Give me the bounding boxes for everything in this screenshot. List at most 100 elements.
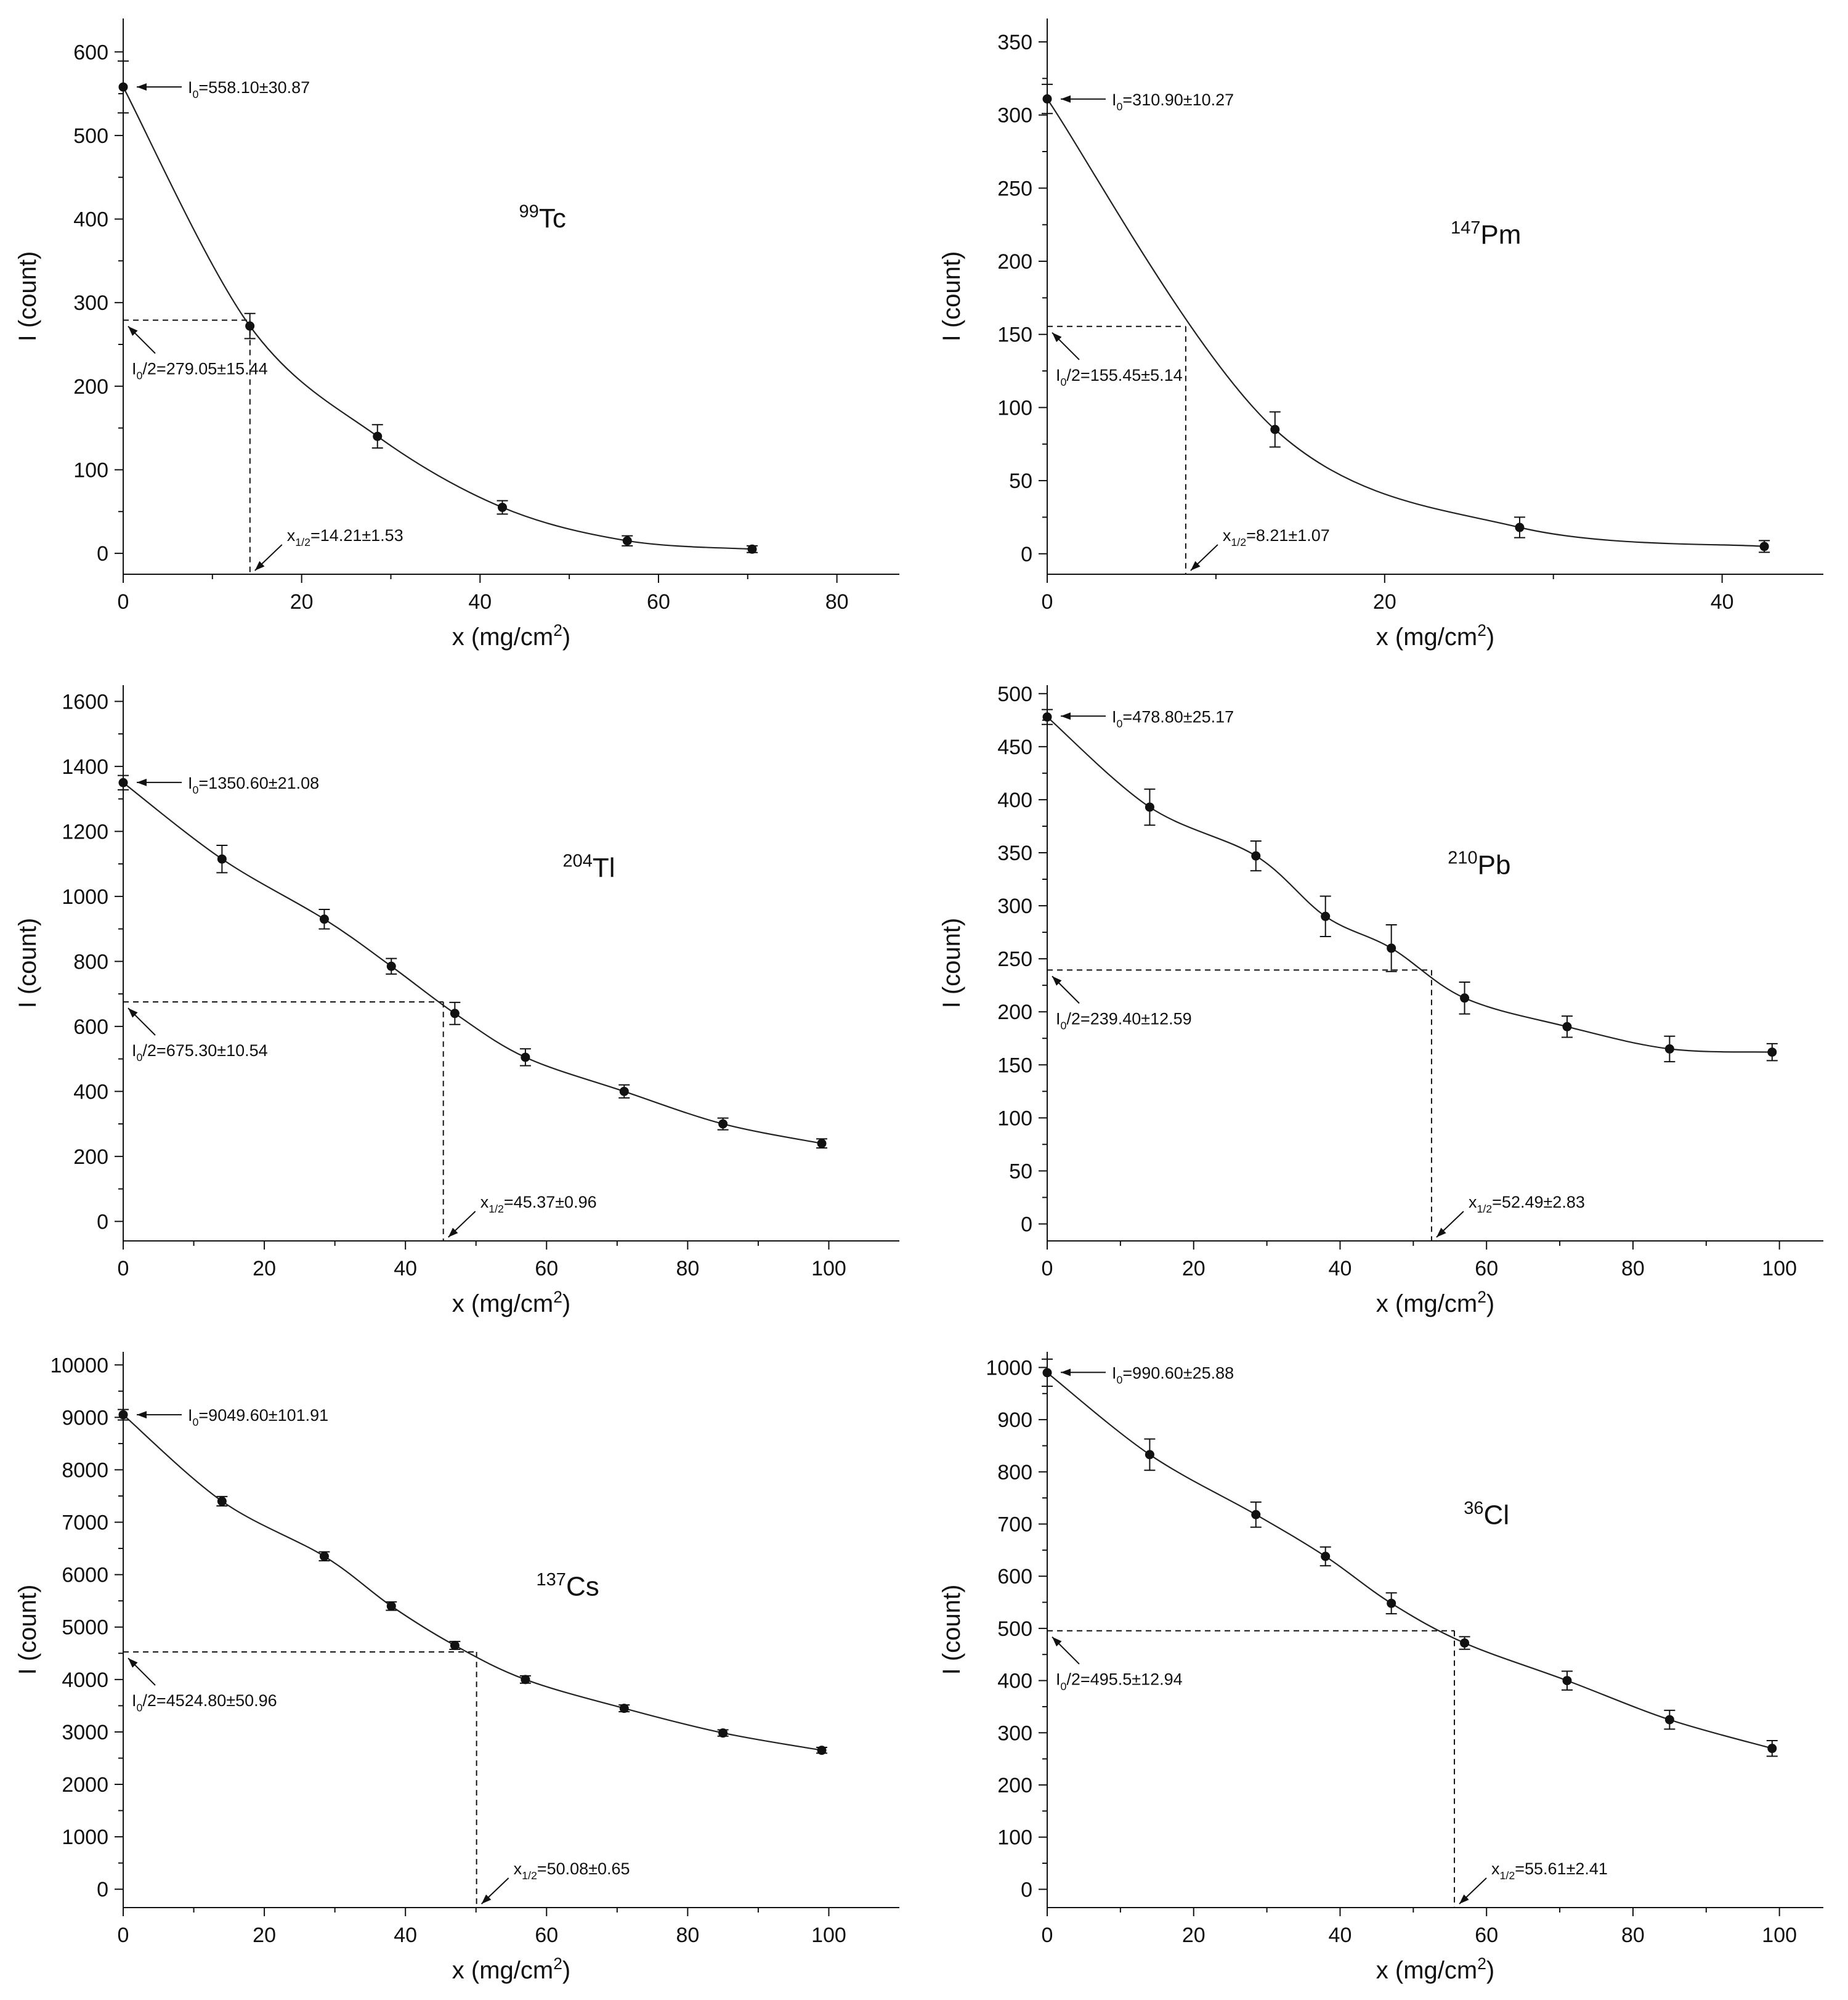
y-tick-label: 4000 <box>62 1669 108 1692</box>
y-tick-label: 100 <box>997 1107 1032 1130</box>
chart-tl204: 0 200 400 600 800 1000 1200 1400 1600 0 20 40 60 80 10… <box>14 685 899 1317</box>
x-tick-label: 0 <box>118 1924 129 1947</box>
y-tick-label: 700 <box>997 1513 1032 1536</box>
y-tick-label: 800 <box>73 950 108 974</box>
half-arrow <box>128 325 156 354</box>
data-point <box>498 502 508 512</box>
chart-panel-tl204: 0 200 400 600 800 1000 1200 1400 1600 0 20 40 60 80 10… <box>0 667 924 1333</box>
x-tick-label: 60 <box>535 1924 558 1947</box>
x-axis-label: x (mg/cm2) <box>452 1288 570 1317</box>
y-tick-label: 200 <box>73 375 108 399</box>
xhalf-label: x1/2=50.08±0.65 <box>514 1860 630 1882</box>
y-axis-label: I (count) <box>938 918 965 1009</box>
y-axis-label: I (count) <box>14 918 41 1009</box>
data-point <box>521 1675 530 1685</box>
data-point <box>373 431 383 441</box>
y-tick-label: 7000 <box>62 1511 108 1535</box>
chart-pm147: 0 50 100 150 200 250 300 350 0 20 40 I0=310.90±10.2… <box>938 18 1823 651</box>
x-tick-label: 60 <box>647 590 670 614</box>
y-tick-label: 600 <box>73 1015 108 1039</box>
data-point <box>718 1119 728 1129</box>
y-tick-label: 0 <box>1021 1213 1032 1236</box>
data-point <box>245 321 255 331</box>
chart-panel-tc99: 0 100 200 300 400 500 600 0 20 40 60 80 I0=558.10±30… <box>0 0 924 667</box>
data-point <box>521 1052 530 1062</box>
y-axis-label: I (count) <box>14 1585 41 1675</box>
y-tick-label: 300 <box>997 895 1032 918</box>
isotope-label: 210Pb <box>1448 848 1510 880</box>
x-tick-label: 60 <box>1475 1924 1498 1947</box>
data-point <box>718 1728 728 1738</box>
half-label: I0/2=4524.80±50.96 <box>132 1691 277 1713</box>
data-point <box>319 1551 329 1561</box>
data-point <box>1562 1676 1572 1686</box>
y-tick-label: 0 <box>97 542 108 566</box>
y-tick-label: 300 <box>997 104 1032 128</box>
x-axis-label: x (mg/cm2) <box>1376 621 1494 651</box>
xhalf-arrow <box>1459 1877 1487 1904</box>
data-point <box>1042 1368 1052 1378</box>
x-tick-label: 20 <box>1182 1257 1206 1280</box>
xhalf-arrow <box>254 544 283 571</box>
half-label: I0/2=495.5±12.94 <box>1056 1670 1183 1693</box>
data-point <box>217 1497 227 1506</box>
x-tick-label: 0 <box>1042 1257 1053 1280</box>
y-tick-label: 100 <box>997 1826 1032 1850</box>
x-tick-label: 80 <box>676 1924 699 1947</box>
y-tick-label: 250 <box>997 948 1032 971</box>
y-tick-label: 1600 <box>62 690 108 713</box>
data-point <box>118 778 128 787</box>
chart-pb210: 0 50 100 150 200 250 300 350 400 450 500 0 20 40 60 80 1… <box>938 683 1823 1317</box>
fit-curve <box>123 86 753 550</box>
data-point <box>386 1601 396 1611</box>
x-tick-label: 80 <box>676 1257 699 1280</box>
y-tick-label: 500 <box>997 683 1032 706</box>
data-point <box>1664 1044 1674 1054</box>
xhalf-arrow <box>1190 544 1218 571</box>
y-tick-label: 500 <box>73 124 108 148</box>
half-label: I0/2=239.40±12.59 <box>1056 1009 1192 1031</box>
y-tick-label: 900 <box>997 1409 1032 1432</box>
x-axis-label: x (mg/cm2) <box>1376 1288 1494 1317</box>
x-tick-label: 60 <box>1475 1257 1498 1280</box>
fit-curve <box>1047 98 1765 547</box>
x-tick-label: 100 <box>811 1924 846 1947</box>
y-tick-label: 150 <box>997 323 1032 347</box>
x-tick-label: 20 <box>1182 1924 1206 1947</box>
x-tick-label: 40 <box>468 590 492 614</box>
fit-curve <box>123 782 822 1144</box>
x-tick-label: 20 <box>290 590 314 614</box>
x-tick-label: 60 <box>535 1257 558 1280</box>
chart-tc99: 0 100 200 300 400 500 600 0 20 40 60 80 I0=558.10±30… <box>14 18 899 651</box>
data-point <box>450 1641 460 1651</box>
i0-label: I0=478.80±25.17 <box>1112 707 1234 730</box>
y-tick-label: 5000 <box>62 1616 108 1640</box>
y-tick-label: 1400 <box>62 755 108 779</box>
data-point <box>1321 1551 1331 1561</box>
y-tick-label: 400 <box>997 1670 1032 1693</box>
y-tick-label: 1000 <box>986 1356 1032 1380</box>
y-tick-label: 200 <box>997 250 1032 274</box>
xhalf-label: x1/2=14.21±1.53 <box>287 526 403 548</box>
chart-cl36: 0 100 200 300 400 500 600 700 800 900 1000 0 20 40 60 8… <box>938 1352 1823 1984</box>
xhalf-arrow <box>1436 1211 1464 1238</box>
half-label: I0/2=155.45±5.14 <box>1056 366 1183 388</box>
half-arrow <box>128 1007 156 1036</box>
x-tick-label: 20 <box>253 1257 276 1280</box>
y-tick-label: 1000 <box>62 885 108 909</box>
y-tick-label: 3000 <box>62 1721 108 1744</box>
x-tick-label: 40 <box>1711 590 1734 614</box>
data-point <box>1460 1638 1470 1648</box>
x-tick-label: 80 <box>1621 1257 1645 1280</box>
x-tick-label: 100 <box>1762 1257 1797 1280</box>
y-tick-label: 50 <box>1009 470 1032 493</box>
xhalf-label: x1/2=52.49±2.83 <box>1469 1193 1585 1215</box>
x-tick-label: 20 <box>1373 590 1396 614</box>
data-point <box>118 1410 128 1420</box>
half-label: I0/2=279.05±15.44 <box>132 360 268 382</box>
data-point <box>1321 911 1331 921</box>
data-point <box>1387 943 1396 953</box>
y-tick-label: 0 <box>97 1210 108 1234</box>
y-tick-label: 50 <box>1009 1160 1032 1183</box>
